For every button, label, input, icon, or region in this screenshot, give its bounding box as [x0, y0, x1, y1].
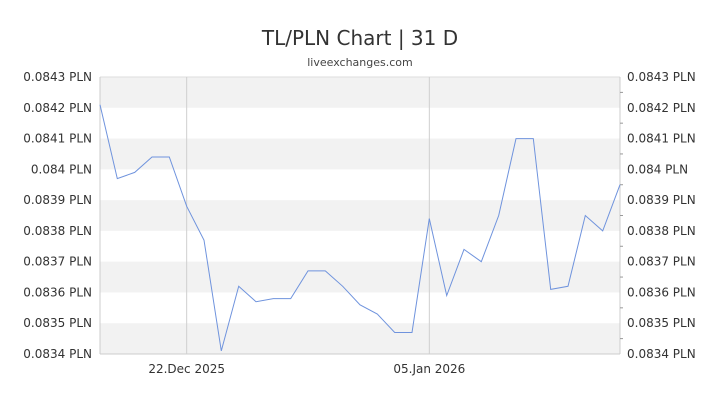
y-tick-label-left: 0.0838 PLN: [23, 224, 92, 238]
y-tick-label-left: 0.0839 PLN: [23, 193, 92, 207]
grid-band: [100, 323, 620, 354]
chart-subtitle: liveexchanges.com: [307, 56, 413, 69]
y-tick-label-left: 0.084 PLN: [31, 162, 92, 176]
x-tick-label: 05.Jan 2026: [393, 362, 465, 376]
y-tick-label-left: 0.0842 PLN: [23, 101, 92, 115]
chart-title: TL/PLN Chart | 31 D: [261, 26, 459, 50]
y-tick-label-right: 0.0839 PLN: [627, 193, 696, 207]
x-tick-label: 22.Dec 2025: [148, 362, 225, 376]
y-tick-label-right: 0.0834 PLN: [627, 347, 696, 361]
y-tick-label-left: 0.0843 PLN: [23, 70, 92, 84]
y-tick-label-left: 0.0836 PLN: [23, 285, 92, 299]
y-tick-label-left: 0.0835 PLN: [23, 316, 92, 330]
y-tick-label-left: 0.0841 PLN: [23, 132, 92, 146]
y-tick-label-right: 0.0835 PLN: [627, 316, 696, 330]
y-tick-label-right: 0.0837 PLN: [627, 255, 696, 269]
grid-band: [100, 138, 620, 170]
y-tick-label-right: 0.0842 PLN: [627, 101, 696, 115]
series-line: [99, 104, 621, 352]
y-tick-label-left: 0.0834 PLN: [23, 347, 92, 361]
y-tick-label-right: 0.084 PLN: [627, 162, 688, 176]
grid-band: [100, 261, 620, 293]
y-tick-label-right: 0.0841 PLN: [627, 132, 696, 146]
y-tick-label-right: 0.0838 PLN: [627, 224, 696, 238]
y-tick-label-right: 0.0836 PLN: [627, 285, 696, 299]
y-tick-label-left: 0.0837 PLN: [23, 255, 92, 269]
y-tick-label-right: 0.0843 PLN: [627, 70, 696, 84]
grid-band: [100, 77, 620, 108]
